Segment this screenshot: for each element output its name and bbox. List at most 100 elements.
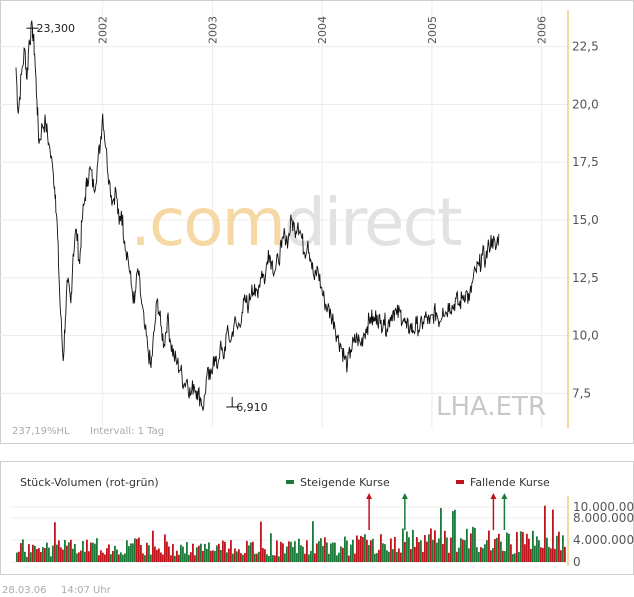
volume-bar	[478, 551, 480, 562]
volume-bar	[132, 543, 134, 562]
volume-bar	[306, 540, 308, 562]
volume-bar	[70, 539, 72, 562]
volume-bar	[58, 540, 60, 562]
price-x-tick-label: 2005	[426, 16, 439, 44]
price-y-tick-label: 20,0	[572, 97, 599, 111]
price-x-axis: 2002 2003 2004 2005 2006	[97, 16, 549, 44]
volume-bar	[352, 539, 354, 562]
volume-bar	[490, 550, 492, 562]
volume-bar	[334, 542, 336, 562]
volume-bar	[506, 532, 508, 562]
volume-bar	[348, 555, 350, 562]
volume-bar	[358, 539, 360, 562]
volume-bar	[382, 543, 384, 562]
volume-bar	[240, 553, 242, 562]
volume-bar	[66, 545, 68, 562]
volume-bar	[330, 543, 332, 562]
volume-bar	[282, 543, 284, 562]
volume-bar	[26, 556, 28, 562]
volume-bar	[540, 547, 542, 562]
volume-bar	[492, 548, 494, 562]
volume-bar	[252, 541, 254, 562]
volume-bar	[332, 542, 334, 562]
volume-bar	[120, 552, 122, 562]
volume-bar	[480, 547, 482, 562]
volume-bar	[368, 545, 370, 562]
volume-bar	[430, 528, 432, 562]
volume-bar	[446, 537, 448, 562]
volume-bar	[210, 550, 212, 562]
volume-bar	[232, 553, 234, 562]
overflow-marker-arrow	[490, 493, 497, 499]
symbol-label: LHA.ETR	[436, 392, 546, 422]
volume-bar	[32, 544, 34, 562]
volume-bar	[542, 547, 544, 562]
volume-bar	[150, 554, 152, 562]
volume-bar	[184, 553, 186, 562]
volume-bar	[108, 544, 110, 562]
volume-bar	[530, 548, 532, 562]
volume-bar	[336, 555, 338, 562]
volume-bar	[418, 542, 420, 562]
volume-bar	[366, 539, 368, 562]
volume-bar	[450, 537, 452, 562]
volume-y-tick-label: 4.000.000	[573, 533, 634, 547]
volume-bar	[212, 550, 214, 562]
volume-bar	[228, 548, 230, 562]
volume-overflow-markers	[366, 493, 508, 530]
volume-bar	[546, 537, 548, 562]
volume-bar	[104, 554, 106, 562]
volume-bar	[468, 548, 470, 562]
volume-bar	[556, 535, 558, 562]
volume-bar	[326, 542, 328, 562]
volume-y-tick-label: 10.000.000	[573, 500, 634, 514]
volume-bar	[404, 542, 406, 562]
volume-bar	[500, 541, 502, 562]
volume-bar	[262, 548, 264, 562]
volume-bar	[170, 555, 172, 562]
volume-bar	[266, 554, 268, 562]
volume-bar	[268, 556, 270, 562]
volume-bar	[178, 554, 180, 562]
volume-bar	[440, 508, 442, 562]
volume-bar	[398, 548, 400, 562]
volume-bar	[206, 548, 208, 562]
volume-y-axis: 10.000.0008.000.000 4.000.000 0	[573, 500, 634, 569]
price-x-tick-label: 2003	[206, 16, 219, 44]
volume-bar	[424, 535, 426, 562]
volume-bar	[112, 551, 114, 562]
volume-bar	[394, 536, 396, 562]
volume-bar	[62, 549, 64, 562]
interval-info: Intervall: 1 Tag	[90, 426, 164, 437]
volume-bar	[318, 541, 320, 562]
price-x-tick-label: 2006	[536, 16, 549, 44]
volume-bar	[146, 542, 148, 562]
volume-bar	[290, 541, 292, 562]
volume-bar	[92, 542, 94, 562]
volume-bar	[414, 546, 416, 562]
volume-bar	[216, 545, 218, 562]
volume-bar	[512, 554, 514, 562]
volume-bar	[466, 528, 468, 562]
volume-bar	[412, 529, 414, 562]
volume-bar	[144, 555, 146, 562]
volume-bar	[116, 549, 118, 562]
volume-bar	[498, 533, 500, 562]
volume-bar	[516, 531, 518, 562]
legend-down-label: Fallende Kurse	[470, 476, 550, 489]
legend-down-swatch	[456, 480, 464, 484]
volume-bar	[284, 553, 286, 562]
price-y-tick-label: 7,5	[572, 386, 591, 400]
volume-bar	[142, 553, 144, 562]
volume-bar	[130, 543, 132, 562]
volume-bar	[422, 551, 424, 562]
volume-bar	[538, 540, 540, 562]
volume-bar	[186, 542, 188, 562]
volume-bar	[514, 553, 516, 562]
volume-bar	[504, 551, 506, 562]
volume-bar	[16, 552, 18, 562]
volume-bar	[298, 538, 300, 562]
volume-bar	[344, 536, 346, 562]
volume-bar	[24, 551, 26, 562]
volume-bar	[342, 547, 344, 562]
